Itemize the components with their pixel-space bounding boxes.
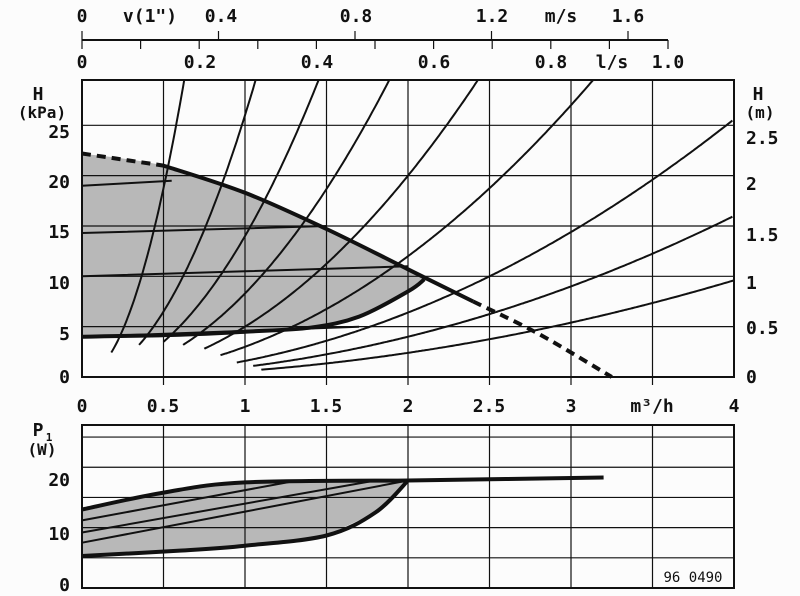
- system-curve: [182, 79, 391, 346]
- speed-curve: [81, 179, 172, 187]
- velocity-tick-1.2: 1.2: [476, 6, 509, 27]
- power-plot-frame: [81, 424, 735, 589]
- head-right-unit: (m): [746, 103, 775, 122]
- head-plot-frame: [81, 79, 735, 378]
- flow-tick-0.2: 0.2: [184, 52, 217, 73]
- speed-curve: [81, 225, 327, 234]
- top-axis-ticks: [81, 31, 669, 49]
- power-grid: [82, 425, 734, 588]
- flow-axis-unit: m³/h: [630, 396, 673, 417]
- velocity-tick-0.8: 0.8: [340, 6, 373, 27]
- head-tick-20: 20: [48, 172, 70, 193]
- power-tick-10: 10: [48, 524, 70, 545]
- flow-axis-tick-2.5: 2.5: [473, 396, 506, 417]
- system-curve: [253, 215, 733, 367]
- flow-tick-1.0: 1.0: [652, 52, 685, 73]
- head-tick-25: 25: [48, 122, 70, 143]
- flow-tick-0.8: 0.8: [535, 52, 568, 73]
- power-max-line: [407, 475, 604, 483]
- head-tick-5: 5: [59, 324, 70, 345]
- velocity-tick-0: 0: [77, 6, 88, 27]
- flow-tick-0: 0: [77, 52, 88, 73]
- power-curves: [81, 475, 604, 558]
- head-right-label: H: [753, 84, 764, 105]
- flow-axis-tick-4: 4: [729, 396, 740, 417]
- head-tick-0: 0: [59, 367, 70, 388]
- top-axes: 0 v(1") 0.4 0.8 1.2 m/s 1.6 0 0.2 0.4 0.…: [77, 6, 685, 73]
- system-curve: [261, 279, 735, 371]
- power-speed-curve: [81, 480, 295, 522]
- head-m-tick-0: 0: [746, 367, 757, 388]
- head-m-tick-2: 2: [746, 174, 757, 195]
- power-chart: P 1 (W) 0 10 20 96 0490: [28, 420, 735, 596]
- system-curve: [110, 79, 186, 354]
- system-curve: [162, 79, 320, 343]
- flow-axis-tick-1.5: 1.5: [310, 396, 343, 417]
- power-label: P: [33, 420, 44, 441]
- head-left-unit: (kPa): [18, 103, 66, 122]
- head-m-tick-0.5: 0.5: [746, 318, 779, 339]
- reference-box: [654, 566, 732, 586]
- max-curve-dashed-end: [472, 299, 613, 379]
- head-operating-area: [82, 153, 425, 337]
- speed-curve: [81, 265, 409, 278]
- velocity-tick-1.6: 1.6: [612, 6, 645, 27]
- head-tick-10: 10: [48, 273, 70, 294]
- head-m-tick-2.5: 2.5: [746, 128, 779, 149]
- velocity-tick-0.4: 0.4: [205, 6, 238, 27]
- head-tick-15: 15: [48, 222, 70, 243]
- power-max-curve: [81, 478, 409, 512]
- flow-tick-0.6: 0.6: [418, 52, 451, 73]
- system-curve: [138, 79, 257, 346]
- head-m-tick-1: 1: [746, 273, 757, 294]
- max-curve-dashed-start: [81, 151, 164, 168]
- head-chart: H (kPa) H (m) 0 5 10 15 20 25 0 0.5 1 1.…: [18, 79, 779, 417]
- power-min-curve: [81, 479, 410, 558]
- head-curves: [81, 79, 735, 379]
- power-label-sub: 1: [46, 431, 53, 444]
- reference-number: 96 0490: [663, 570, 722, 586]
- system-curve: [203, 79, 479, 350]
- system-curve: [236, 119, 733, 364]
- flow-axis-tick-0: 0: [77, 396, 88, 417]
- head-m-tick-1.5: 1.5: [746, 225, 779, 246]
- flow-axis-tick-1: 1: [240, 396, 251, 417]
- velocity-unit: m/s: [545, 6, 578, 27]
- flow-axis-tick-0.5: 0.5: [147, 396, 180, 417]
- power-unit: (W): [28, 440, 57, 459]
- flow-axis-tick-3: 3: [566, 396, 577, 417]
- power-speed-curve: [81, 479, 376, 534]
- power-speed-curve: [81, 479, 409, 544]
- flow-tick-0.4: 0.4: [301, 52, 334, 73]
- flow-axis-tick-2: 2: [403, 396, 414, 417]
- flow-unit: l/s: [596, 52, 629, 73]
- velocity-label: v(1"): [123, 6, 177, 27]
- head-left-label: H: [33, 84, 44, 105]
- power-tick-0: 0: [59, 575, 70, 596]
- power-tick-20: 20: [48, 470, 70, 491]
- min-curve: [81, 277, 426, 339]
- max-curve: [162, 163, 475, 304]
